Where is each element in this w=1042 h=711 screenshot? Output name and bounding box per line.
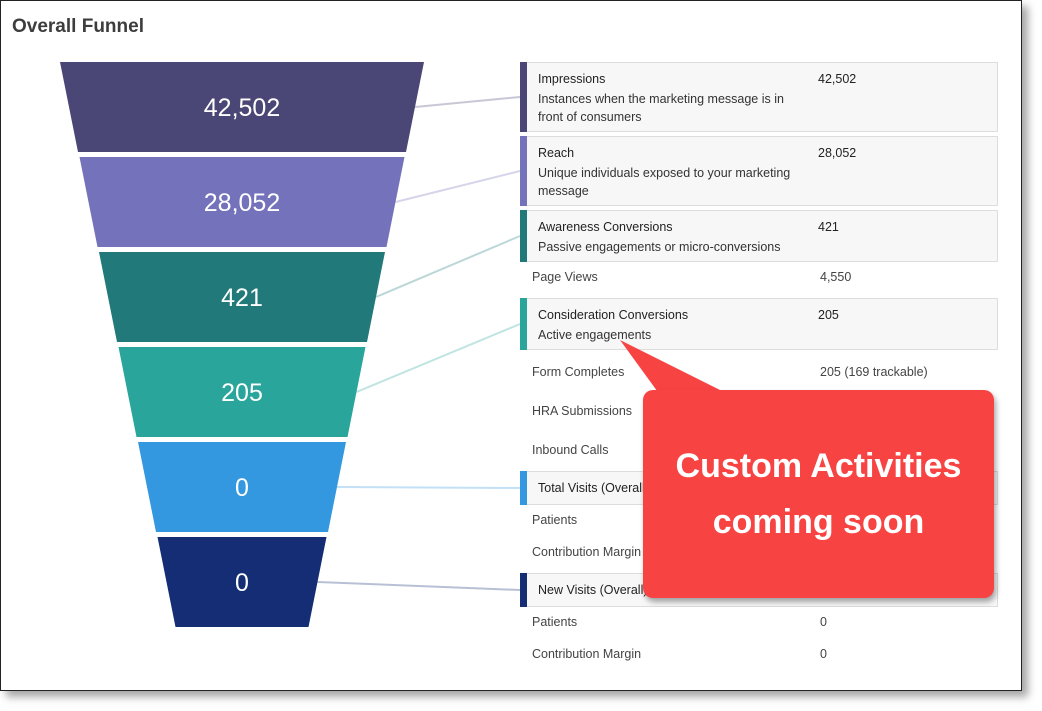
- row-value: 0: [820, 615, 827, 629]
- funnel-value-label: 0: [235, 474, 249, 502]
- row-label: Patients: [532, 513, 578, 527]
- color-bar: [520, 298, 527, 350]
- color-bar: [520, 62, 527, 132]
- card-name: Reach: [538, 146, 575, 160]
- color-bar: [520, 573, 527, 607]
- funnel-segment[interactable]: [138, 442, 346, 532]
- callout-line-2: coming soon: [712, 503, 925, 541]
- funnel-segment[interactable]: [60, 62, 424, 152]
- card-desc: Active engagements: [538, 328, 652, 342]
- card-reach: Reach Unique individuals exposed to your…: [520, 136, 998, 206]
- row-label: Contribution Margin: [532, 545, 642, 559]
- row-value: 0: [820, 647, 827, 661]
- row-value: 205 (169 trackable): [820, 365, 928, 379]
- color-bar: [520, 471, 527, 505]
- funnel-value-label: 421: [221, 284, 263, 312]
- funnel-connector: [414, 96, 521, 108]
- card-awareness: Awareness Conversions Passive engagement…: [520, 210, 998, 262]
- funnel-connector: [375, 235, 521, 298]
- funnel-connector: [317, 581, 521, 591]
- color-bar: [520, 210, 527, 262]
- row-value: 4,550: [820, 270, 852, 284]
- funnel-segment[interactable]: [79, 157, 405, 247]
- card-name: Impressions: [538, 72, 606, 86]
- card-consideration: Consideration Conversions Active engagem…: [520, 298, 998, 350]
- funnel-value-label: 28,052: [204, 189, 280, 217]
- card-name: Awareness Conversions: [538, 220, 673, 234]
- card-value: 28,052: [818, 146, 857, 160]
- funnel-connector: [336, 486, 521, 489]
- card-name: New Visits (Overall): [538, 583, 648, 597]
- funnel-value-label: 0: [235, 569, 249, 597]
- card-name: Total Visits (Overall): [538, 481, 649, 495]
- funnel-segment[interactable]: [118, 347, 366, 437]
- card-desc: Instances when the marketing message is …: [538, 92, 784, 124]
- funnel-value-label: 205: [221, 379, 263, 407]
- row-label: Inbound Calls: [532, 443, 609, 457]
- page-title: Overall Funnel: [12, 16, 144, 37]
- card-value: 205: [818, 308, 839, 322]
- card-value: 421: [818, 220, 839, 234]
- row-label: Patients: [532, 615, 578, 629]
- card-desc: Unique individuals exposed to your marke…: [538, 166, 791, 198]
- color-bar: [520, 136, 527, 206]
- row-label: Page Views: [532, 270, 598, 284]
- funnel-connector: [395, 170, 521, 203]
- callout-line-1: Custom Activities: [675, 447, 962, 485]
- card-name: Consideration Conversions: [538, 308, 689, 322]
- funnel-segment[interactable]: [157, 537, 327, 627]
- card-value: 42,502: [818, 72, 857, 86]
- card-impressions: Impressions Instances when the marketing…: [520, 62, 998, 132]
- funnel-value-label: 42,502: [204, 94, 280, 122]
- row-label: Contribution Margin: [532, 647, 642, 661]
- funnel-segment[interactable]: [99, 252, 385, 342]
- row-label: Form Completes: [532, 365, 625, 379]
- card-desc: Passive engagements or micro-conversions: [538, 240, 781, 254]
- coming-soon-callout: Custom Activities coming soon: [643, 390, 994, 598]
- row-label: HRA Submissions: [532, 404, 633, 418]
- funnel-connector: [356, 323, 521, 393]
